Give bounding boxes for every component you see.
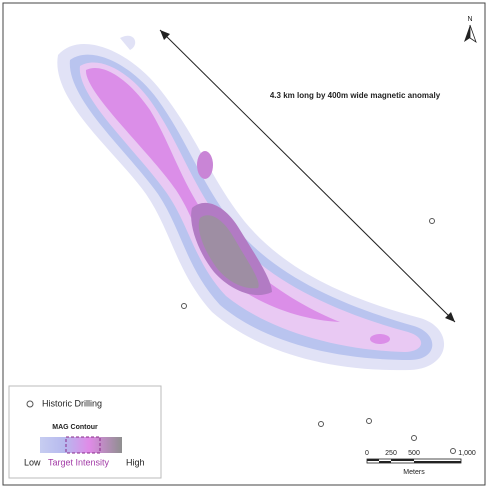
drill-hole [366,418,372,424]
legend-high: High [126,457,145,467]
drill-hole [181,303,187,309]
scale-segment [379,461,391,463]
legend-drilling: Historic Drilling [42,398,102,408]
north-arrow [464,25,470,42]
drill-hole [429,218,435,224]
scale-segment [414,461,461,463]
contour-core [198,215,259,289]
north-label: N [467,16,472,23]
scale-label: 0 [365,450,369,457]
anomaly-annotation: 4.3 km long by 400m wide magnetic anomal… [270,91,441,100]
north-arrow [469,24,477,43]
legend-low: Low [24,457,41,467]
scale-segment [391,459,414,461]
drill-hole [450,448,456,454]
scale-bar [366,458,462,464]
legend-target-box [65,436,101,454]
contour-high [85,67,340,322]
contour-outer [120,35,136,50]
legend-contour-title: MAG Contour [52,424,98,431]
legend-target: Target Intensity [48,457,110,467]
dimension-line [159,29,456,323]
legend-drill-symbol [26,400,34,408]
scale-label: 500 [408,450,420,457]
contour-high [370,334,390,344]
drill-hole [318,421,324,427]
contour-mid [79,62,422,352]
scale-unit: Meters [403,469,425,476]
legend-box [8,385,162,479]
legend-gradient [40,437,122,453]
drill-hole [411,435,417,441]
drill-holes [181,218,456,454]
contour-high [197,151,213,179]
scale-label: 250 [385,450,397,457]
scale-label: 1,000 [458,450,476,457]
scale-segment [367,459,379,461]
